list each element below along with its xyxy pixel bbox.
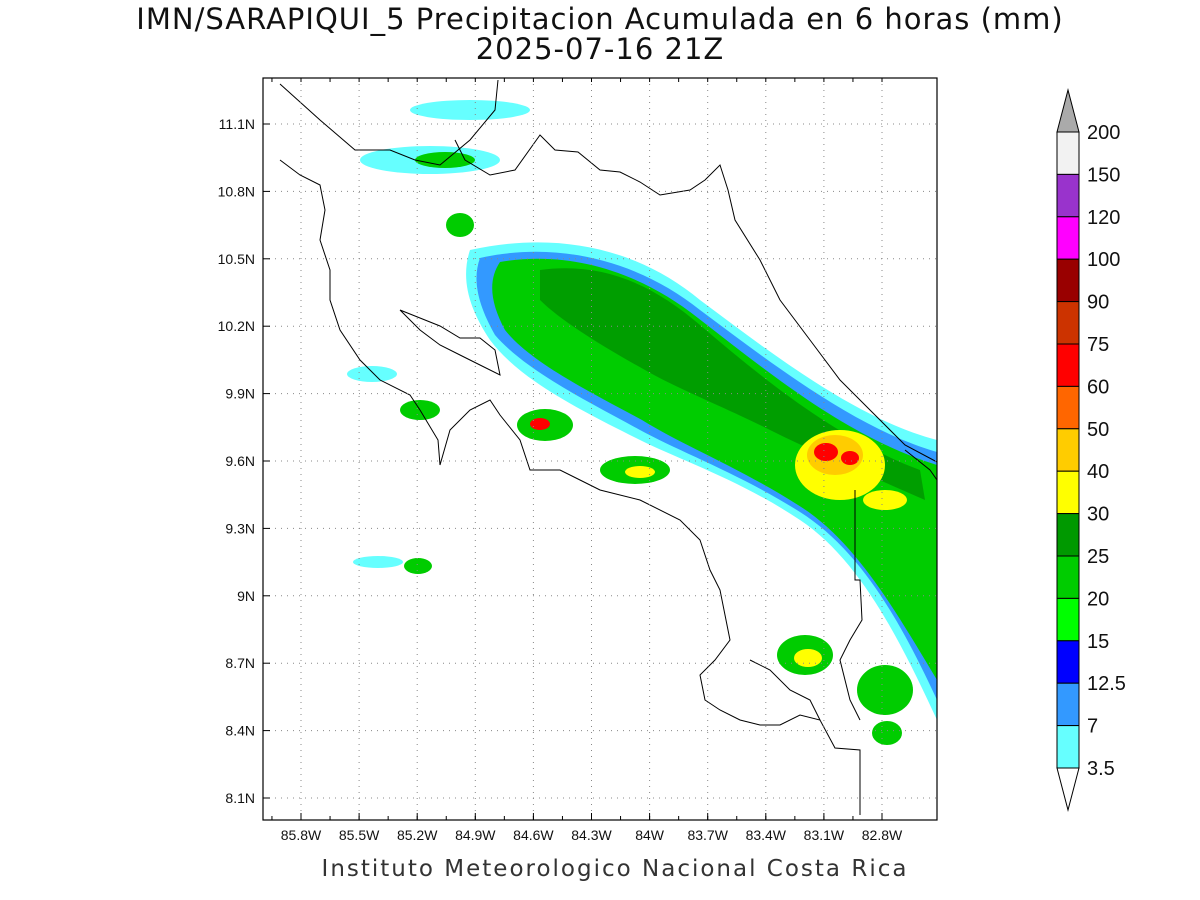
colorbar-label: 25 [1087,546,1109,568]
precipitation-field [347,100,937,745]
lat-tick-label: 10.5N [218,251,255,267]
colorbar-label: 7 [1087,716,1098,738]
map-title: IMN/SARAPIQUI_5 Precipitacion Acumulada … [136,2,1064,36]
lat-tick-label: 8.7N [225,655,255,671]
colorbar-label: 12.5 [1087,673,1126,695]
colorbar-bottom-arrow [1056,767,1080,812]
coastline [279,79,937,815]
lon-tick-label: 82.8W [862,827,903,843]
lon-tick-label: 84.6W [513,827,554,843]
colorbar-label: 75 [1087,334,1109,356]
map-datetime: 2025-07-16 21Z [475,32,725,66]
lat-tick-label: 8.4N [225,723,255,739]
colorbar-segment [1056,173,1080,218]
colorbar-label: 120 [1087,207,1120,229]
lat-tick-label: 10.2N [218,318,255,334]
colorbar-segment [1056,216,1080,260]
lat-tick-label: 9.6N [225,453,255,469]
colorbar-segment [1056,385,1080,430]
colorbar-label: 50 [1087,419,1109,441]
colorbar: 200 150 120 100 90 75 60 50 40 30 25 20 15 12.5 7 3.5 [1056,88,1126,812]
lon-tick-label: 83.7W [687,827,728,843]
lon-tick-label: 84W [635,827,665,843]
colorbar-segment [1056,725,1080,769]
latitude-axis: 11.1N 10.8N 10.5N 10.2N 9.9N 9.6N 9.3N 9N 8.7N 8.… [218,116,270,806]
longitude-axis: 85.8W 85.5W 85.2W 84.9W 84.6W 84.3W 84W 83.7W 83… [271,78,903,843]
colorbar-segment [1056,640,1080,684]
lon-tick-label: 83.4W [746,827,787,843]
lat-tick-label: 10.8N [218,183,255,199]
gridlines [263,78,937,820]
colorbar-label: 3.5 [1087,758,1115,780]
lat-tick-label: 11.1N [219,116,255,132]
lat-tick-label: 9.3N [225,520,255,536]
colorbar-segment [1056,470,1080,515]
colorbar-label: 90 [1087,292,1109,314]
colorbar-label: 15 [1087,631,1109,653]
colorbar-segment [1056,682,1080,727]
colorbar-segment [1056,343,1080,387]
colorbar-label: 20 [1087,588,1109,610]
colorbar-label: 30 [1087,504,1109,526]
lon-tick-label: 84.9W [455,827,496,843]
lat-tick-label: 8.1N [225,790,255,806]
colorbar-label: 100 [1087,249,1120,271]
lon-tick-label: 83.1W [804,827,845,843]
colorbar-label: 150 [1087,164,1120,186]
colorbar-top-arrow [1056,88,1080,133]
colorbar-label: 60 [1087,376,1109,398]
lon-tick-label: 85.2W [397,827,438,843]
map-frame [262,77,938,821]
colorbar-segment [1056,513,1080,557]
lon-tick-label: 85.8W [281,827,322,843]
colorbar-segment [1056,301,1080,345]
colorbar-segment [1056,555,1080,599]
lat-tick-label: 9.9N [225,386,255,402]
colorbar-label: 200 [1087,122,1120,144]
colorbar-segment [1056,597,1080,642]
footer-credit: Instituto Meteorologico Nacional Costa R… [321,856,909,882]
colorbar-segment [1056,131,1080,175]
colorbar-label: 40 [1087,461,1109,483]
lon-tick-label: 85.5W [339,827,380,843]
lon-tick-label: 84.3W [571,827,612,843]
lat-tick-label: 9N [237,588,255,604]
colorbar-segment [1056,428,1080,472]
colorbar-segment [1056,258,1080,303]
